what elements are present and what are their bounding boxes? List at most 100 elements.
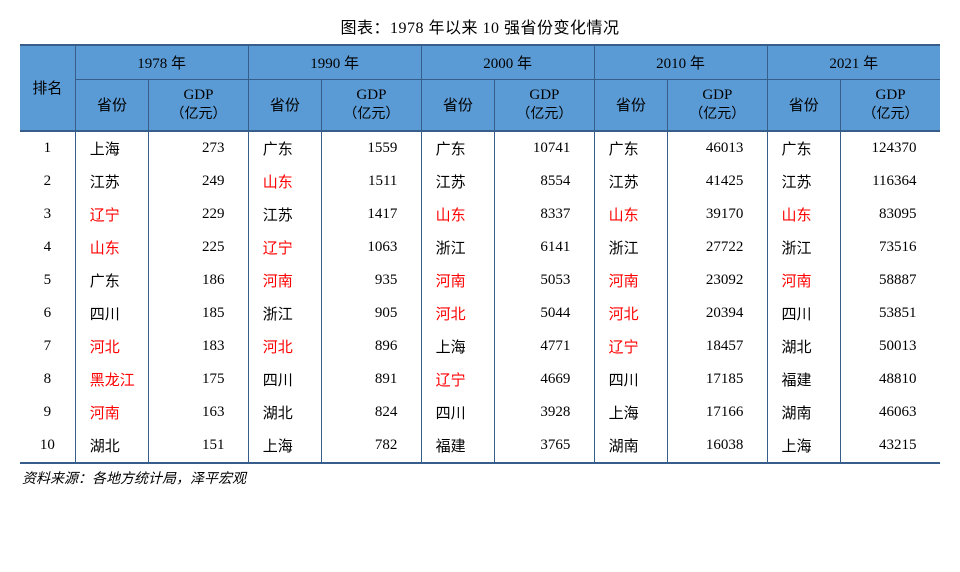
cell-province: 广东 xyxy=(248,131,322,165)
col-year-0: 1978 年 xyxy=(75,45,248,80)
cell-gdp: 3928 xyxy=(495,396,594,429)
cell-gdp: 17166 xyxy=(668,396,767,429)
table-row: 3辽宁229江苏1417山东8337山东39170山东83095 xyxy=(20,198,940,231)
cell-gdp: 249 xyxy=(149,165,248,198)
cell-gdp: 175 xyxy=(149,363,248,396)
col-province: 省份 xyxy=(75,80,149,131)
gdp-top10-table: 排名 1978 年 1990 年 2000 年 2010 年 2021 年 省份… xyxy=(20,44,940,464)
table-row: 8黑龙江175四川891辽宁4669四川17185福建48810 xyxy=(20,363,940,396)
cell-gdp: 5044 xyxy=(495,297,594,330)
cell-province: 四川 xyxy=(594,363,668,396)
cell-gdp: 46013 xyxy=(668,131,767,165)
cell-province: 山东 xyxy=(248,165,322,198)
cell-province: 辽宁 xyxy=(594,330,668,363)
cell-province: 四川 xyxy=(767,297,841,330)
cell-gdp: 273 xyxy=(149,131,248,165)
cell-gdp: 183 xyxy=(149,330,248,363)
cell-province: 广东 xyxy=(767,131,841,165)
cell-gdp: 73516 xyxy=(841,231,940,264)
cell-province: 河南 xyxy=(75,396,149,429)
cell-province: 江苏 xyxy=(421,165,495,198)
table-row: 9河南163湖北824四川3928上海17166湖南46063 xyxy=(20,396,940,429)
cell-gdp: 905 xyxy=(322,297,421,330)
cell-gdp: 3765 xyxy=(495,429,594,463)
cell-province: 上海 xyxy=(594,396,668,429)
cell-province: 广东 xyxy=(594,131,668,165)
table-row: 5广东186河南935河南5053河南23092河南58887 xyxy=(20,264,940,297)
cell-gdp: 824 xyxy=(322,396,421,429)
cell-province: 河北 xyxy=(248,330,322,363)
chart-title: 图表：1978 年以来 10 强省份变化情况 xyxy=(20,14,940,38)
cell-province: 黑龙江 xyxy=(75,363,149,396)
cell-gdp: 50013 xyxy=(841,330,940,363)
cell-province: 江苏 xyxy=(75,165,149,198)
col-gdp: GDP（亿元） xyxy=(322,80,421,131)
cell-gdp: 20394 xyxy=(668,297,767,330)
cell-province: 河南 xyxy=(594,264,668,297)
cell-province: 山东 xyxy=(767,198,841,231)
col-rank: 排名 xyxy=(20,45,75,131)
table-row: 7河北183河北896上海4771辽宁18457湖北50013 xyxy=(20,330,940,363)
cell-province: 上海 xyxy=(75,131,149,165)
cell-gdp: 46063 xyxy=(841,396,940,429)
cell-gdp: 185 xyxy=(149,297,248,330)
col-year-2: 2000 年 xyxy=(421,45,594,80)
cell-gdp: 18457 xyxy=(668,330,767,363)
table-header: 排名 1978 年 1990 年 2000 年 2010 年 2021 年 省份… xyxy=(20,45,940,131)
table-row: 10湖北151上海782福建3765湖南16038上海43215 xyxy=(20,429,940,463)
cell-province: 江苏 xyxy=(594,165,668,198)
col-gdp: GDP（亿元） xyxy=(668,80,767,131)
cell-rank: 4 xyxy=(20,231,75,264)
cell-province: 四川 xyxy=(248,363,322,396)
cell-province: 辽宁 xyxy=(421,363,495,396)
table-row: 6四川185浙江905河北5044河北20394四川53851 xyxy=(20,297,940,330)
cell-rank: 7 xyxy=(20,330,75,363)
table-row: 2江苏249山东1511江苏8554江苏41425江苏116364 xyxy=(20,165,940,198)
cell-gdp: 186 xyxy=(149,264,248,297)
cell-province: 河北 xyxy=(421,297,495,330)
cell-province: 河北 xyxy=(75,330,149,363)
cell-rank: 8 xyxy=(20,363,75,396)
col-gdp: GDP（亿元） xyxy=(495,80,594,131)
cell-province: 上海 xyxy=(421,330,495,363)
col-year-4: 2021 年 xyxy=(767,45,940,80)
cell-gdp: 10741 xyxy=(495,131,594,165)
cell-province: 湖南 xyxy=(767,396,841,429)
cell-gdp: 27722 xyxy=(668,231,767,264)
cell-province: 浙江 xyxy=(248,297,322,330)
cell-rank: 2 xyxy=(20,165,75,198)
cell-rank: 6 xyxy=(20,297,75,330)
col-gdp: GDP（亿元） xyxy=(841,80,940,131)
cell-province: 四川 xyxy=(75,297,149,330)
cell-gdp: 58887 xyxy=(841,264,940,297)
cell-gdp: 4771 xyxy=(495,330,594,363)
cell-gdp: 48810 xyxy=(841,363,940,396)
cell-rank: 9 xyxy=(20,396,75,429)
cell-gdp: 6141 xyxy=(495,231,594,264)
cell-province: 广东 xyxy=(421,131,495,165)
table-row: 4山东225辽宁1063浙江6141浙江27722浙江73516 xyxy=(20,231,940,264)
cell-province: 浙江 xyxy=(767,231,841,264)
cell-rank: 5 xyxy=(20,264,75,297)
cell-gdp: 896 xyxy=(322,330,421,363)
cell-gdp: 23092 xyxy=(668,264,767,297)
cell-gdp: 8554 xyxy=(495,165,594,198)
col-province: 省份 xyxy=(421,80,495,131)
cell-province: 河北 xyxy=(594,297,668,330)
cell-gdp: 1511 xyxy=(322,165,421,198)
cell-province: 江苏 xyxy=(248,198,322,231)
cell-province: 上海 xyxy=(767,429,841,463)
col-province: 省份 xyxy=(248,80,322,131)
source-note: 资料来源：各地方统计局，泽平宏观 xyxy=(20,468,940,488)
cell-province: 四川 xyxy=(421,396,495,429)
cell-gdp: 17185 xyxy=(668,363,767,396)
cell-province: 河南 xyxy=(421,264,495,297)
cell-gdp: 39170 xyxy=(668,198,767,231)
col-province: 省份 xyxy=(594,80,668,131)
cell-province: 浙江 xyxy=(594,231,668,264)
col-province: 省份 xyxy=(767,80,841,131)
cell-province: 湖北 xyxy=(767,330,841,363)
cell-province: 湖南 xyxy=(594,429,668,463)
col-gdp: GDP（亿元） xyxy=(149,80,248,131)
cell-gdp: 151 xyxy=(149,429,248,463)
